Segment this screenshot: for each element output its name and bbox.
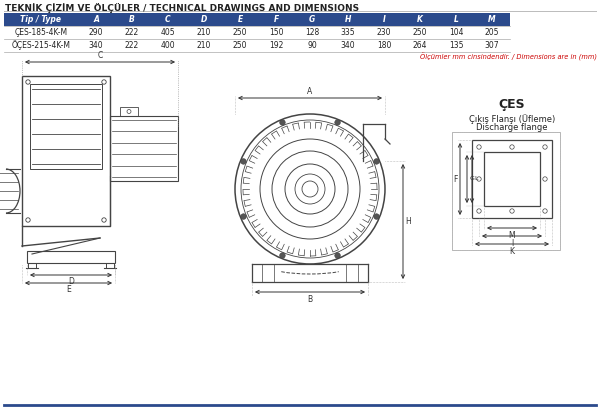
Text: K: K bbox=[509, 247, 515, 256]
Circle shape bbox=[280, 253, 285, 259]
Text: 180: 180 bbox=[377, 41, 391, 50]
Text: K: K bbox=[417, 15, 423, 24]
Text: 250: 250 bbox=[233, 28, 247, 37]
Text: C: C bbox=[165, 15, 171, 24]
Text: D: D bbox=[68, 277, 74, 286]
Text: I: I bbox=[511, 238, 513, 247]
Text: 250: 250 bbox=[233, 41, 247, 50]
Text: 210: 210 bbox=[197, 28, 211, 37]
Text: H: H bbox=[406, 217, 411, 226]
Text: Tip / Type: Tip / Type bbox=[20, 15, 62, 24]
Text: G: G bbox=[470, 176, 475, 182]
Bar bbox=[110, 116, 178, 181]
Bar bbox=[484, 152, 540, 206]
Text: 205: 205 bbox=[485, 28, 499, 37]
Text: F: F bbox=[274, 15, 278, 24]
Text: ÇES: ÇES bbox=[499, 98, 526, 111]
Text: 405: 405 bbox=[161, 28, 175, 37]
Circle shape bbox=[241, 214, 246, 219]
Text: I: I bbox=[383, 15, 385, 24]
Text: 128: 128 bbox=[305, 28, 319, 37]
Text: A: A bbox=[307, 86, 313, 95]
Bar bbox=[452, 132, 560, 250]
Text: 290: 290 bbox=[89, 28, 103, 37]
Circle shape bbox=[280, 120, 285, 125]
Text: ÖÇES-215-4K-M: ÖÇES-215-4K-M bbox=[11, 41, 71, 51]
Text: 400: 400 bbox=[161, 41, 175, 50]
Bar bbox=[4, 13, 510, 26]
Circle shape bbox=[241, 159, 246, 164]
Text: Çıkış Flanşı (Üfleme): Çıkış Flanşı (Üfleme) bbox=[469, 114, 555, 124]
Text: C: C bbox=[97, 51, 103, 60]
Bar bbox=[22, 76, 110, 226]
Circle shape bbox=[374, 214, 379, 219]
Text: 250: 250 bbox=[413, 28, 427, 37]
Text: Discharge flange: Discharge flange bbox=[476, 123, 548, 132]
Text: 222: 222 bbox=[125, 28, 139, 37]
Text: M: M bbox=[509, 231, 515, 240]
Text: 192: 192 bbox=[269, 41, 283, 50]
Bar bbox=[120, 107, 138, 116]
Text: F: F bbox=[453, 175, 458, 183]
Text: 307: 307 bbox=[485, 41, 499, 50]
Text: 340: 340 bbox=[341, 41, 355, 50]
Text: D: D bbox=[201, 15, 207, 24]
Text: TEKNİK ÇİZİM VE ÖLÇÜLER / TECHNICAL DRAWINGS AND DIMENSIONS: TEKNİK ÇİZİM VE ÖLÇÜLER / TECHNICAL DRAW… bbox=[5, 3, 359, 13]
Text: 335: 335 bbox=[341, 28, 355, 37]
Text: 230: 230 bbox=[377, 28, 391, 37]
Text: M: M bbox=[488, 15, 496, 24]
Text: 150: 150 bbox=[269, 28, 283, 37]
Bar bbox=[452, 132, 560, 250]
Text: 222: 222 bbox=[125, 41, 139, 50]
Bar bbox=[27, 251, 115, 263]
Bar bbox=[30, 84, 102, 169]
Text: E: E bbox=[238, 15, 242, 24]
Text: 210: 210 bbox=[197, 41, 211, 50]
Text: 340: 340 bbox=[89, 41, 103, 50]
Circle shape bbox=[374, 159, 379, 164]
Text: E: E bbox=[66, 286, 71, 295]
Circle shape bbox=[335, 120, 340, 125]
Text: 264: 264 bbox=[413, 41, 427, 50]
Text: 90: 90 bbox=[307, 41, 317, 50]
Bar bbox=[472, 140, 552, 218]
Text: A: A bbox=[93, 15, 99, 24]
Text: L: L bbox=[475, 176, 478, 182]
Text: L: L bbox=[454, 15, 458, 24]
Text: 104: 104 bbox=[449, 28, 463, 37]
Circle shape bbox=[335, 253, 340, 259]
Text: B: B bbox=[307, 295, 313, 303]
Text: B: B bbox=[129, 15, 135, 24]
Text: H: H bbox=[345, 15, 351, 24]
Text: Ölçümler mm cinsindendir. / Dimensions are in (mm): Ölçümler mm cinsindendir. / Dimensions a… bbox=[420, 53, 597, 61]
Text: ÇES-185-4K-M: ÇES-185-4K-M bbox=[14, 28, 68, 37]
Text: G: G bbox=[309, 15, 315, 24]
Text: 135: 135 bbox=[449, 41, 463, 50]
